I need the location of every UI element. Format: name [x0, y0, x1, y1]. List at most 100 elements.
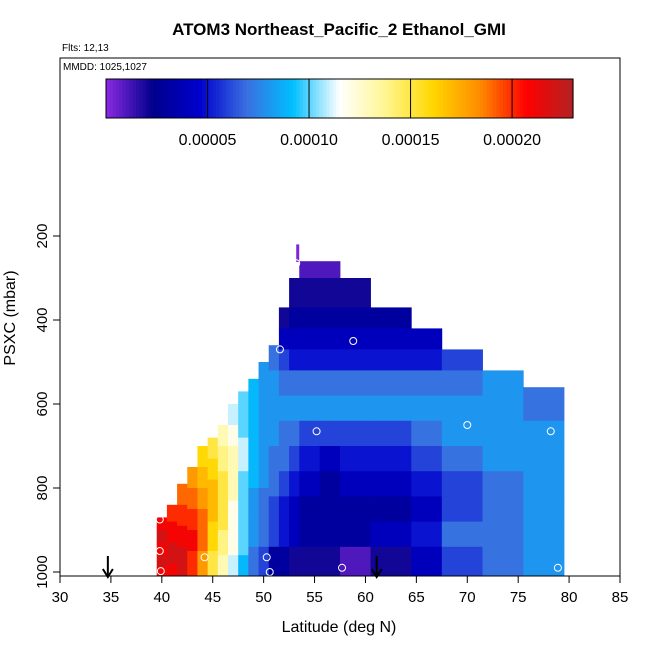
- colorbar-swatch: [512, 79, 517, 118]
- colorbar-swatch: [286, 79, 291, 118]
- heatmap-cell: [187, 530, 198, 552]
- heatmap-cell: [340, 370, 371, 396]
- colorbar-swatch: [559, 79, 564, 118]
- sample-point: [275, 345, 284, 354]
- heatmap-cell: [268, 370, 280, 396]
- heatmap-cell: [523, 471, 565, 497]
- heatmap-cell: [228, 530, 239, 556]
- colorbar-swatch: [242, 79, 247, 118]
- heatmap-cell: [289, 521, 300, 548]
- heatmap-cell: [278, 420, 290, 447]
- colorbar-swatch: [426, 79, 431, 118]
- heatmap-cell: [340, 328, 371, 350]
- y-tick-label: 1000: [34, 555, 51, 588]
- heatmap-cell: [319, 349, 341, 371]
- heatmap-cell: [299, 278, 321, 308]
- colorbar-swatch: [269, 79, 274, 118]
- heatmap-cell: [268, 420, 280, 447]
- heatmap-cell: [299, 395, 321, 422]
- heatmap-cell: [319, 496, 341, 522]
- plot-frame: [59, 57, 621, 577]
- colorbar-swatch: [119, 79, 124, 118]
- heatmap-cell: [340, 521, 371, 548]
- colorbar-swatch: [276, 79, 281, 118]
- heatmap-cell: [268, 496, 280, 522]
- heatmap-cell: [340, 420, 371, 447]
- colorbar-swatch: [389, 79, 394, 118]
- heatmap-cell: [217, 446, 229, 472]
- heatmap-cell: [299, 521, 321, 548]
- colorbar-swatch: [186, 79, 190, 118]
- heatmap-cell: [248, 546, 259, 577]
- colorbar-swatch: [326, 79, 331, 118]
- x-tick-label: 30: [52, 589, 69, 606]
- heatmap-cell: [482, 521, 524, 548]
- x-axis: 30 35 40 45 50 55 60 65 70 75 80 85: [52, 576, 628, 606]
- colorbar-swatch: [516, 79, 521, 118]
- heatmap-cell: [441, 370, 483, 396]
- heatmap-cell: [268, 546, 280, 577]
- heatmap-cell: [197, 530, 209, 552]
- heatmap-cell: [411, 496, 443, 522]
- heatmap-cell: [207, 458, 219, 480]
- colorbar-swatch: [412, 79, 417, 118]
- colorbar-swatch: [356, 79, 361, 118]
- heatmap-cell: [289, 546, 300, 577]
- x-tick-label: 80: [561, 589, 578, 606]
- heatmap-cell: [482, 496, 524, 522]
- heatmap-cell: [166, 563, 178, 577]
- colorbar-swatch: [272, 79, 277, 118]
- heatmap-cell: [523, 546, 565, 577]
- colorbar-swatch: [542, 79, 547, 118]
- heatmap-cell: [289, 496, 300, 522]
- chart-title: ATOM3 Northeast_Pacific_2 Ethanol_GMI: [172, 20, 506, 39]
- heatmap-cell: [197, 446, 209, 468]
- heatmap-cell: [187, 509, 198, 531]
- heatmap-cell: [278, 496, 290, 522]
- heatmap-cell: [523, 521, 565, 548]
- heatmap-cell: [207, 479, 219, 501]
- colorbar-swatch: [192, 79, 197, 118]
- colorbar-swatch: [202, 79, 207, 118]
- heatmap-cell: [187, 467, 198, 489]
- sample-point: [463, 421, 472, 429]
- heatmap-cell: [441, 496, 483, 522]
- colorbar-swatch: [499, 79, 504, 118]
- heatmap-cell: [197, 467, 209, 489]
- heatmap-cell: [268, 446, 280, 472]
- heatmap-cell: [370, 395, 412, 422]
- colorbar-swatch: [406, 79, 411, 118]
- heatmap-cell: [228, 555, 239, 577]
- heatmap-cell: [268, 471, 280, 497]
- colorbar: 0.00005 0.00010 0.00015 0.00020: [105, 78, 574, 149]
- y-axis-label: PSXC (mbar): [2, 270, 19, 365]
- colorbar-swatch: [566, 79, 571, 118]
- heatmap-cell: [177, 525, 188, 548]
- heatmap-cell: [340, 446, 371, 472]
- heatmap-cell: [258, 362, 270, 388]
- colorbar-swatch: [569, 79, 574, 118]
- latitude-arrows: [102, 556, 383, 579]
- heatmap-cells: [156, 244, 565, 577]
- heatmap-cell: [166, 542, 178, 564]
- colorbar-swatch: [232, 79, 237, 118]
- heatmap-cell: [319, 471, 341, 497]
- colorbar-swatch: [432, 79, 437, 118]
- colorbar-swatch: [339, 79, 344, 118]
- heatmap-cell: [482, 546, 524, 577]
- colorbar-swatch: [282, 79, 287, 118]
- heatmap-cell: [248, 378, 259, 405]
- heatmap-cell: [370, 471, 412, 497]
- colorbar-swatch: [369, 79, 374, 118]
- colorbar-swatch: [392, 79, 397, 118]
- colorbar-swatch: [519, 79, 524, 118]
- heatmap-cell: [319, 370, 341, 396]
- heatmap-cell: [228, 404, 239, 426]
- heatmap-cell: [289, 328, 300, 350]
- colorbar-swatch: [162, 79, 167, 118]
- heatmap-cell: [523, 446, 565, 472]
- heatmap-cell: [289, 307, 300, 329]
- colorbar-frame: [105, 78, 574, 119]
- heatmap-cell: [441, 521, 483, 548]
- colorbar-swatch: [376, 79, 381, 118]
